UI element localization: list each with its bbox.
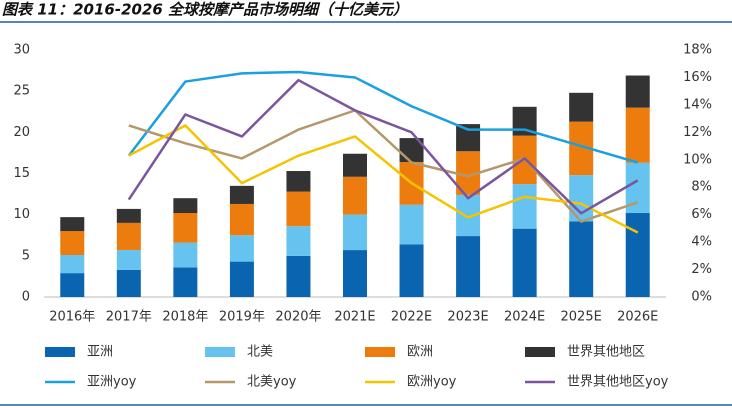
bar xyxy=(173,213,198,243)
y-tick-label: 0 xyxy=(22,290,30,305)
y-tick-label: 15 xyxy=(13,166,30,181)
y-tick-label: 10 xyxy=(13,207,30,222)
bar xyxy=(116,269,141,297)
bar xyxy=(512,184,537,229)
bar xyxy=(512,228,537,297)
bar xyxy=(173,198,198,214)
bar xyxy=(569,92,594,122)
bar xyxy=(286,171,311,192)
line xyxy=(127,70,639,164)
bar xyxy=(343,153,367,177)
x-tick-label: 2022E xyxy=(391,310,432,325)
y-tick-label: 5 xyxy=(22,248,30,263)
bar xyxy=(116,222,141,251)
bar xyxy=(229,261,254,297)
y-tick-label: 25 xyxy=(13,84,30,99)
bar xyxy=(173,242,198,268)
y2-tick-label: 2% xyxy=(691,262,712,277)
bar xyxy=(456,124,481,152)
bar xyxy=(286,255,311,297)
y2-tick-label: 14% xyxy=(683,97,712,112)
bar xyxy=(229,203,254,236)
bar xyxy=(229,235,254,262)
x-tick-label: 2021E xyxy=(334,310,375,325)
legend-label: 亚洲 xyxy=(87,345,113,360)
x-tick-label: 2018年 xyxy=(162,310,208,325)
line xyxy=(128,109,639,223)
y2-tick-label: 10% xyxy=(683,152,712,167)
legend-label: 欧洲 xyxy=(407,345,433,360)
y2-tick-label: 4% xyxy=(691,235,712,250)
legend-label: 欧洲yoy xyxy=(407,375,457,390)
bar xyxy=(60,273,85,297)
bar xyxy=(399,244,424,297)
x-tick-label: 2023E xyxy=(447,310,488,325)
bar xyxy=(60,231,85,256)
bar xyxy=(60,255,85,274)
x-tick-label: 2016年 xyxy=(49,310,95,325)
line xyxy=(128,124,639,234)
bar xyxy=(173,267,198,297)
x-tick-label: 2024E xyxy=(504,310,545,325)
y2-tick-label: 12% xyxy=(683,125,712,140)
y2-tick-label: 16% xyxy=(683,70,712,85)
bar xyxy=(343,214,367,251)
legend-label: 北美yoy xyxy=(247,375,297,390)
legend-swatch xyxy=(205,347,235,357)
legend-swatch xyxy=(45,347,75,357)
bar xyxy=(60,217,85,232)
bar xyxy=(343,250,367,297)
y2-tick-label: 0% xyxy=(691,290,712,305)
y2-tick-label: 18% xyxy=(683,43,712,58)
bar xyxy=(229,185,254,204)
bar xyxy=(625,213,650,297)
x-tick-label: 2019年 xyxy=(219,310,265,325)
bar xyxy=(456,236,481,297)
y2-tick-label: 6% xyxy=(691,207,712,222)
legend-label: 北美 xyxy=(247,345,273,360)
x-tick-label: 2017年 xyxy=(106,310,152,325)
chart-title: 图表 11：2016-2026 全球按摩产品市场明细（十亿美元） xyxy=(2,1,408,19)
y-tick-label: 30 xyxy=(13,43,30,58)
legend-swatch xyxy=(525,347,555,357)
legend-label: 世界其他地区 xyxy=(567,345,645,360)
bar xyxy=(343,176,367,215)
bar xyxy=(286,226,311,256)
x-tick-label: 2026E xyxy=(617,310,658,325)
legend-label: 亚洲yoy xyxy=(87,375,137,390)
bar xyxy=(116,250,141,270)
bar xyxy=(569,221,594,297)
y2-tick-label: 8% xyxy=(691,180,712,195)
bar xyxy=(286,191,311,227)
bar xyxy=(399,204,424,245)
bar xyxy=(625,75,650,108)
bar xyxy=(625,107,650,163)
line xyxy=(127,78,639,215)
y-tick-label: 20 xyxy=(13,125,30,140)
bar xyxy=(116,208,141,223)
legend-swatch xyxy=(365,347,395,357)
x-tick-label: 2025E xyxy=(561,310,602,325)
legend-label: 世界其他地区yoy xyxy=(567,375,669,390)
x-tick-label: 2020年 xyxy=(275,310,321,325)
